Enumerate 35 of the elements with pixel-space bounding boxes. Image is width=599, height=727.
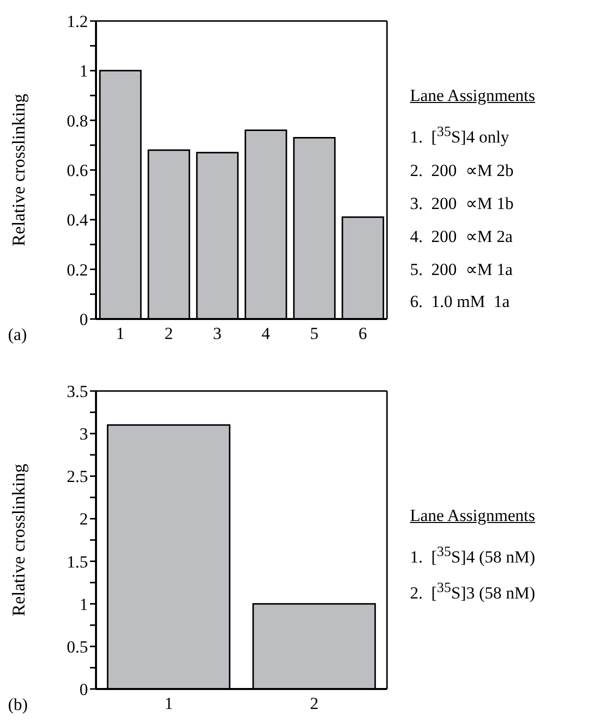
x-tick-label: 6	[358, 324, 367, 344]
text: Lane Assignments	[410, 86, 536, 106]
y-tick-label: 1.2	[66, 12, 88, 32]
y-tick-label: 0	[80, 680, 88, 700]
text: 2. 200 ∝M 2b	[410, 160, 515, 181]
x-tick-label: 3	[213, 324, 222, 344]
text: 1. [$^{35}$S]4 (58 nM)	[410, 544, 536, 568]
text: 3. 200 ∝M 1b	[410, 192, 515, 214]
x-tick-label: 4	[262, 324, 270, 344]
y-tick-label: 2	[80, 510, 88, 529]
text: 4. 200 ∝M 2a	[410, 226, 514, 247]
y-tick-label: 1	[80, 594, 88, 614]
y-axis-title: Relative crosslinking	[8, 464, 28, 616]
text: Lane Assignments	[410, 506, 536, 526]
text: 2. [$^{35}$S]3 (58 nM)	[410, 580, 536, 604]
x-tick-label: 1	[116, 324, 124, 344]
y-tick-label: 0.2	[66, 260, 88, 280]
y-tick-label: 0.4	[66, 210, 88, 230]
y-tick-label: 0	[80, 310, 88, 330]
y-axis-title: Relative crosslinking	[8, 94, 28, 246]
y-tick-label: 0.8	[66, 111, 88, 130]
y-tick-label: 0.6	[66, 161, 88, 180]
x-tick-label: 2	[164, 324, 173, 344]
y-tick-label: 0.5	[66, 637, 88, 656]
x-tick-label: 5	[310, 324, 318, 344]
text: (b)	[8, 695, 28, 715]
y-tick-label: 1	[80, 62, 88, 81]
text: 1. [$^{35}$S]4 only	[410, 124, 510, 148]
y-tick-label: 2.5	[66, 467, 88, 486]
text: 5. 200 ∝M 1a	[410, 258, 514, 280]
y-tick-label: 3.5	[66, 382, 88, 402]
y-tick-label: 1.5	[66, 552, 88, 572]
y-tick-label: 3	[80, 424, 88, 444]
text: (a)	[8, 325, 27, 345]
text: 6. 1.0 mM 1a	[410, 292, 511, 312]
